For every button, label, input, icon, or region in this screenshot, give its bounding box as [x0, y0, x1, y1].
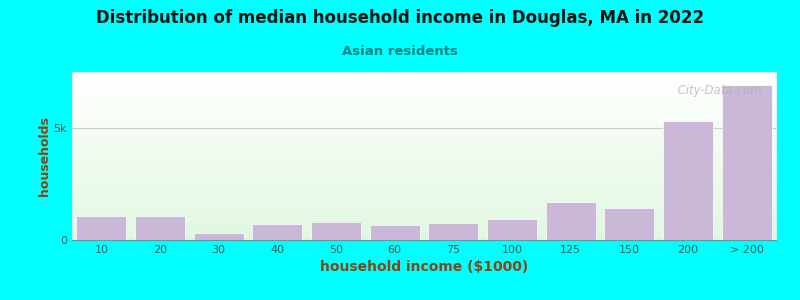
Bar: [135, 217, 185, 240]
Bar: [311, 222, 361, 240]
Bar: [253, 224, 302, 240]
Bar: [663, 121, 713, 240]
Text: City-Data.com: City-Data.com: [670, 84, 762, 97]
Y-axis label: households: households: [38, 116, 51, 196]
Bar: [194, 233, 243, 240]
Bar: [722, 85, 771, 240]
Bar: [429, 223, 478, 240]
Text: Asian residents: Asian residents: [342, 45, 458, 58]
Bar: [370, 225, 419, 240]
Text: Distribution of median household income in Douglas, MA in 2022: Distribution of median household income …: [96, 9, 704, 27]
Bar: [546, 202, 595, 240]
Bar: [77, 217, 126, 240]
Bar: [487, 219, 537, 240]
Bar: [605, 208, 654, 240]
X-axis label: household income ($1000): household income ($1000): [320, 260, 528, 274]
